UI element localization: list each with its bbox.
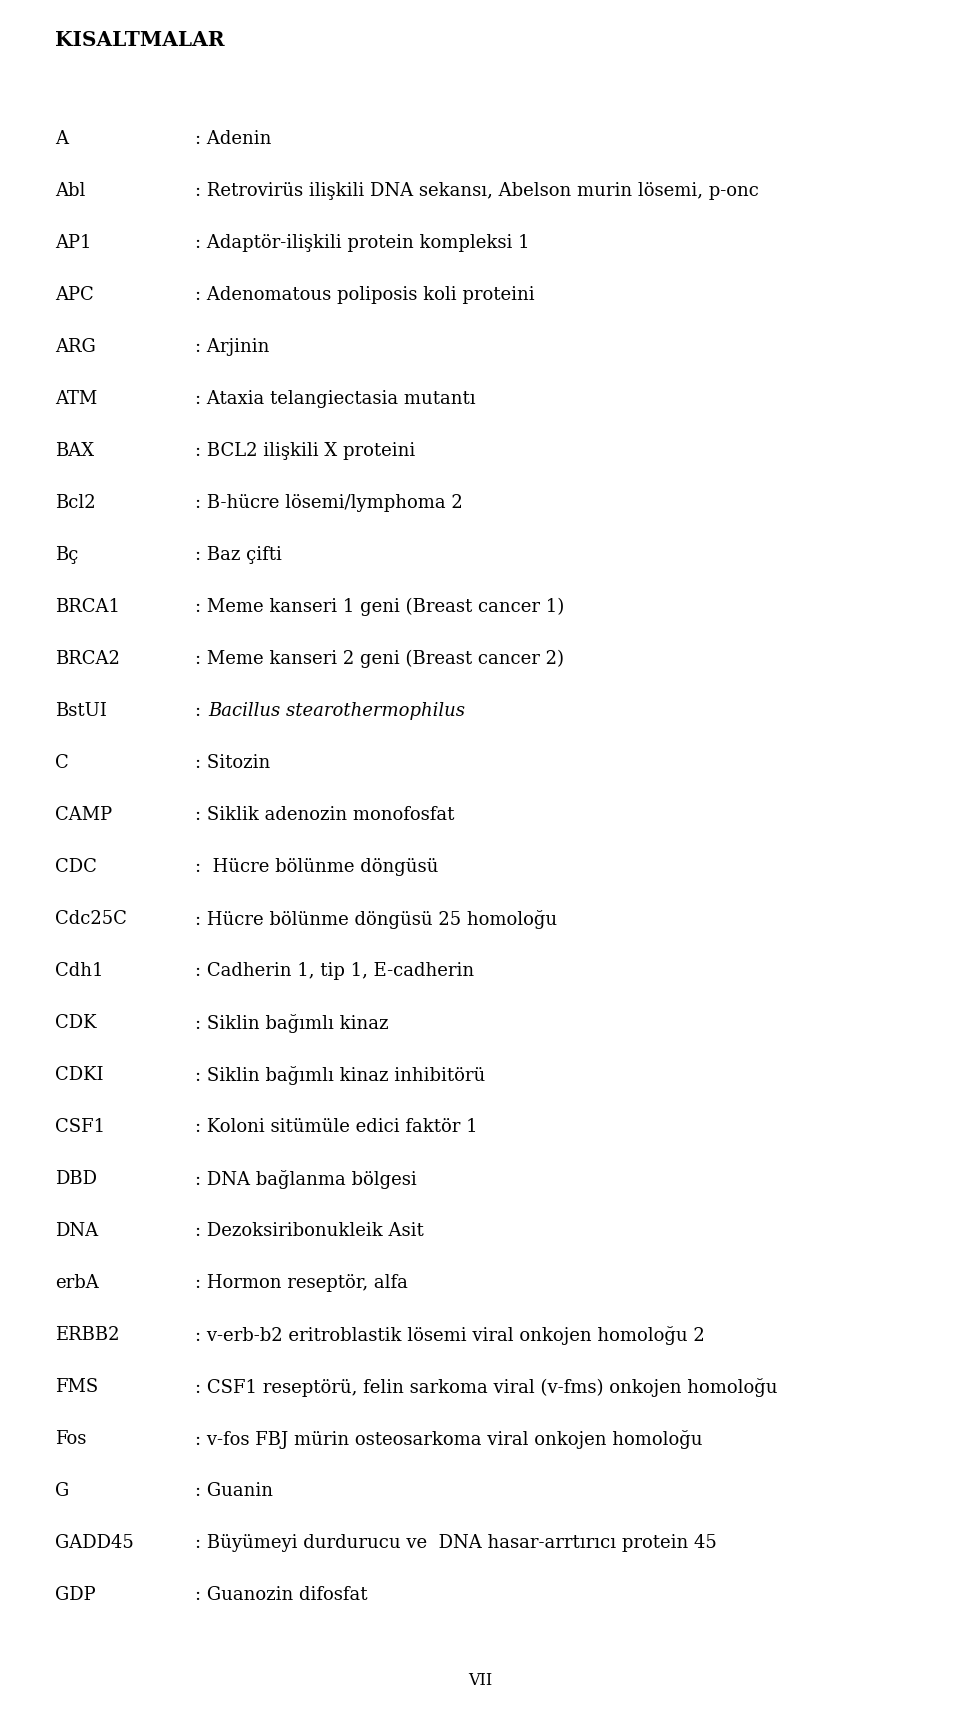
Text: erbA: erbA [55,1274,99,1292]
Text: : Cadherin 1, tip 1, E-cadherin: : Cadherin 1, tip 1, E-cadherin [195,963,474,980]
Text: CSF1: CSF1 [55,1119,106,1136]
Text: : B-hücre lösemi/lymphoma 2: : B-hücre lösemi/lymphoma 2 [195,493,463,512]
Text: Cdh1: Cdh1 [55,963,104,980]
Text: : Sitozin: : Sitozin [195,754,271,773]
Text: : Büyümeyi durdurucu ve  DNA hasar-arrtırıcı protein 45: : Büyümeyi durdurucu ve DNA hasar-arrtır… [195,1535,717,1552]
Text: CDKI: CDKI [55,1065,104,1084]
Text: BAX: BAX [55,442,94,461]
Text: BRCA1: BRCA1 [55,598,120,617]
Text: AP1: AP1 [55,235,91,252]
Text: Bacillus stearothermophilus: Bacillus stearothermophilus [208,702,465,719]
Text: GDP: GDP [55,1586,96,1603]
Text: CDK: CDK [55,1014,97,1031]
Text: : DNA bağlanma bölgesi: : DNA bağlanma bölgesi [195,1170,417,1189]
Text: : Arjinin: : Arjinin [195,337,270,356]
Text: DNA: DNA [55,1221,98,1240]
Text: APC: APC [55,286,94,303]
Text: : BCL2 ilişkili X proteini: : BCL2 ilişkili X proteini [195,442,416,461]
Text: : Adenomatous poliposis koli proteini: : Adenomatous poliposis koli proteini [195,286,535,303]
Text: : Hücre bölünme döngüsü 25 homoloğu: : Hücre bölünme döngüsü 25 homoloğu [195,910,557,928]
Text: : Siklin bağımlı kinaz inhibitörü: : Siklin bağımlı kinaz inhibitörü [195,1065,485,1084]
Text: ARG: ARG [55,337,96,356]
Text: BRCA2: BRCA2 [55,649,120,668]
Text: : v-fos FBJ mürin osteosarkoma viral onkojen homoloğu: : v-fos FBJ mürin osteosarkoma viral onk… [195,1430,703,1449]
Text: Cdc25C: Cdc25C [55,910,127,928]
Text: : Adaptör-ilişkili protein kompleksi 1: : Adaptör-ilişkili protein kompleksi 1 [195,235,530,252]
Text: Bcl2: Bcl2 [55,493,96,512]
Text: : Guanozin difosfat: : Guanozin difosfat [195,1586,368,1603]
Text: CDC: CDC [55,858,97,875]
Text: : Koloni sitümüle edici faktör 1: : Koloni sitümüle edici faktör 1 [195,1119,478,1136]
Text: BstUI: BstUI [55,702,107,719]
Text: Fos: Fos [55,1430,86,1447]
Text: C: C [55,754,69,773]
Text: : Dezoksiribonukleik Asit: : Dezoksiribonukleik Asit [195,1221,423,1240]
Text: :  Hücre bölünme döngüsü: : Hücre bölünme döngüsü [195,858,439,875]
Text: CAMP: CAMP [55,807,112,824]
Text: VII: VII [468,1672,492,1689]
Text: : Siklin bağımlı kinaz: : Siklin bağımlı kinaz [195,1014,389,1033]
Text: FMS: FMS [55,1377,98,1396]
Text: : Meme kanseri 2 geni (Breast cancer 2): : Meme kanseri 2 geni (Breast cancer 2) [195,649,564,668]
Text: : v-erb-b2 eritroblastik lösemi viral onkojen homoloğu 2: : v-erb-b2 eritroblastik lösemi viral on… [195,1326,705,1345]
Text: Abl: Abl [55,182,85,200]
Text: : Ataxia telangiectasia mutantı: : Ataxia telangiectasia mutantı [195,391,475,408]
Text: : Siklik adenozin monofosfat: : Siklik adenozin monofosfat [195,807,454,824]
Text: : Guanin: : Guanin [195,1482,273,1501]
Text: : Meme kanseri 1 geni (Breast cancer 1): : Meme kanseri 1 geni (Breast cancer 1) [195,598,564,617]
Text: GADD45: GADD45 [55,1535,133,1552]
Text: : Baz çifti: : Baz çifti [195,546,282,564]
Text: G: G [55,1482,69,1501]
Text: : Retrovirüs ilişkili DNA sekansı, Abelson murin lösemi, p-onc: : Retrovirüs ilişkili DNA sekansı, Abels… [195,182,758,200]
Text: Bç: Bç [55,546,79,564]
Text: ERBB2: ERBB2 [55,1326,119,1345]
Text: KISALTMALAR: KISALTMALAR [55,31,225,50]
Text: : Adenin: : Adenin [195,130,272,147]
Text: : Hormon reseptör, alfa: : Hormon reseptör, alfa [195,1274,408,1292]
Text: ATM: ATM [55,391,97,408]
Text: A: A [55,130,68,147]
Text: DBD: DBD [55,1170,97,1189]
Text: : CSF1 reseptörü, felin sarkoma viral (v-fms) onkojen homoloğu: : CSF1 reseptörü, felin sarkoma viral (v… [195,1377,778,1398]
Text: :: : [195,702,206,719]
